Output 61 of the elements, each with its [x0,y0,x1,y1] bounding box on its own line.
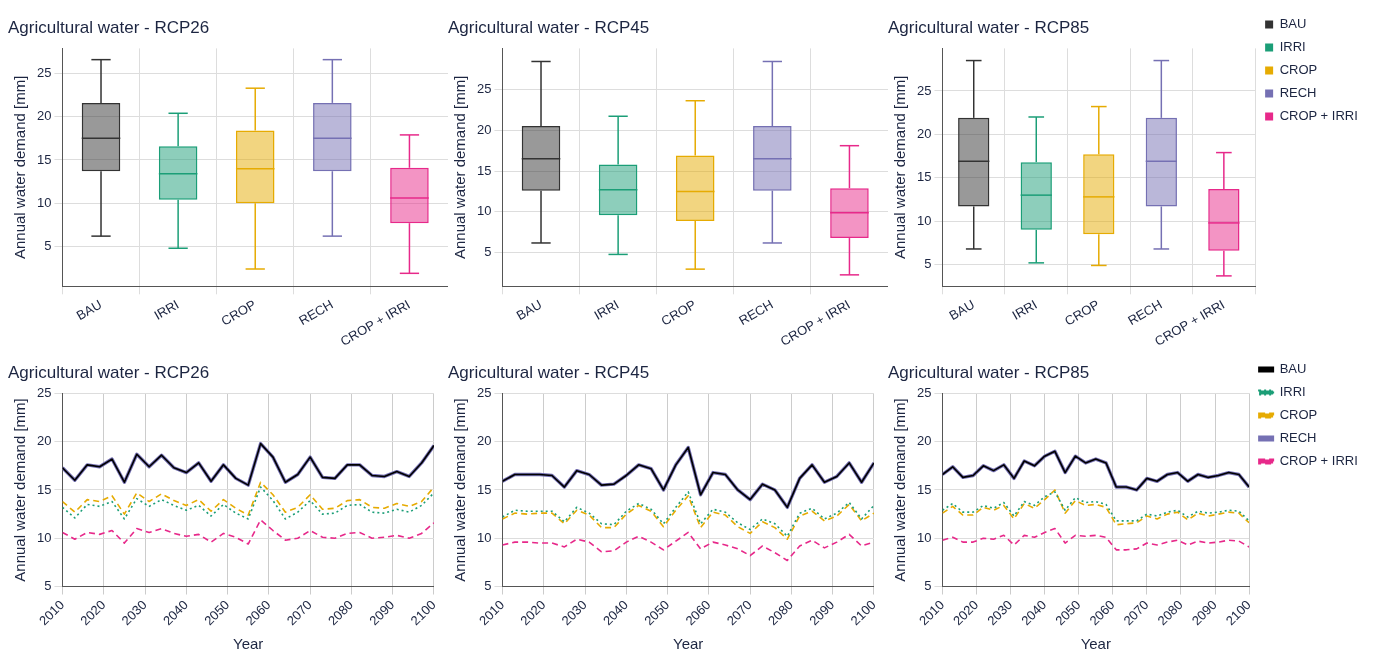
chart-title: Agricultural water - RCP45 [448,17,650,37]
legend-label: CROP [1279,407,1318,423]
y-tick-label: 15 [36,481,52,497]
legend-label: BAU [1279,16,1307,32]
y-tick-label: 10 [36,529,52,545]
x-tick-label: IRRI [591,296,622,323]
chart-title: Agricultural water - RCP26 [8,362,210,382]
legend-label: IRRI [1279,39,1306,55]
y-tick-label: 25 [476,384,492,400]
y-axis-title: Annual water demand [mm] [891,75,909,260]
y-tick-label: 5 [484,244,492,260]
y-tick-label: 25 [36,384,52,400]
y-tick-label: 20 [476,433,492,449]
x-axis-title: Year [673,635,704,653]
y-tick-label: 25 [476,80,492,96]
legend-label: CROP + IRRI [1279,453,1358,469]
x-tick-label: IRRI [1009,296,1040,323]
y-axis-title: Annual water demand [mm] [11,398,29,582]
x-tick-label: BAU [513,296,545,324]
y-tick-label: 15 [916,481,932,497]
x-tick-label: BAU [73,296,105,324]
legend-label: IRRI [1279,384,1306,400]
y-tick-label: 15 [476,481,492,497]
x-axis-title: Year [233,635,264,653]
chart-title: Agricultural water - RCP45 [448,362,650,382]
y-axis-title: Annual water demand [mm] [891,398,909,582]
y-tick-label: 25 [916,384,932,400]
y-tick-label: 5 [44,578,52,594]
chart-title: Agricultural water - RCP26 [8,17,210,37]
y-tick-label: 25 [36,65,52,81]
x-tick-label: IRRI [151,296,182,323]
y-tick-label: 15 [916,169,932,185]
y-axis-title: Annual water demand [mm] [11,75,29,260]
y-axis-title: Annual water demand [mm] [451,398,469,582]
x-axis-title: Year [1080,635,1111,653]
legend-label: CROP [1279,62,1318,78]
y-tick-label: 10 [476,203,492,219]
legend-label: CROP + IRRI [1279,108,1358,124]
y-axis-title: Annual water demand [mm] [451,75,469,260]
x-tick-label: BAU [946,296,978,324]
y-tick-label: 10 [476,529,492,545]
y-tick-label: 20 [36,108,52,124]
y-tick-label: 5 [924,578,932,594]
legend-label: BAU [1279,361,1307,377]
y-tick-label: 5 [924,256,932,272]
chart-title: Agricultural water - RCP85 [888,17,1090,37]
y-tick-label: 20 [916,433,932,449]
y-tick-label: 15 [476,162,492,178]
y-tick-label: 20 [916,125,932,141]
y-tick-label: 5 [44,238,52,254]
y-tick-label: 10 [916,212,932,228]
y-tick-label: 10 [36,194,52,210]
y-tick-label: 5 [484,578,492,594]
legend-label: RECH [1279,85,1317,101]
chart-title: Agricultural water - RCP85 [888,362,1090,382]
y-tick-label: 20 [476,121,492,137]
y-tick-label: 10 [916,529,932,545]
legend-label: RECH [1279,430,1317,446]
y-tick-label: 15 [36,151,52,167]
y-tick-label: 25 [916,82,932,98]
y-tick-label: 20 [36,433,52,449]
